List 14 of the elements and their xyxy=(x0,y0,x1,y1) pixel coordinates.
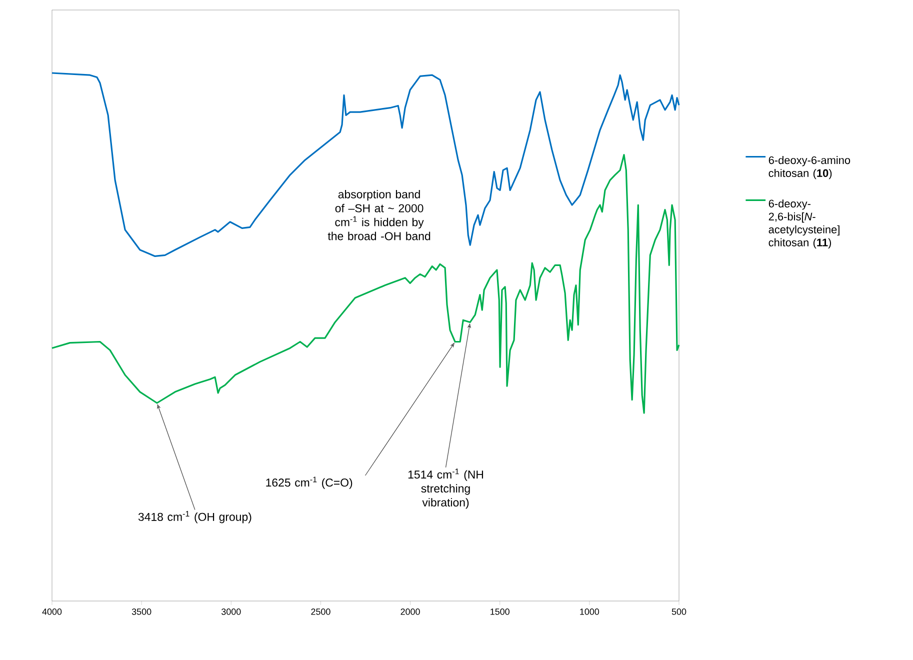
annotation: 3418 cm$^{-1}$ (OH group) xyxy=(138,510,252,524)
x-tick-label: 1500 xyxy=(490,608,510,615)
x-tick-label: 2000 xyxy=(400,608,420,615)
x-tick-label: 500 xyxy=(672,608,686,615)
x-tick-label: 3000 xyxy=(222,608,241,615)
x-tick-label: 2500 xyxy=(311,608,330,615)
x-tick-label: 4000 xyxy=(42,608,62,615)
annotation: 1625 cm$^{-1}$ (C=O) xyxy=(266,476,352,489)
annotation: absorption band of –SH at ~ 2000 cm$^{-1}$ is hidden by the broad -OH band xyxy=(328,190,430,240)
annotation: 1514 cm$^{-1}$ (NH stretching vibration) xyxy=(408,468,484,509)
x-tick-label: 3500 xyxy=(132,608,152,615)
legend-label: 6-deoxy-6-amino chitosan (10) xyxy=(768,156,850,180)
legend-label: 6-deoxy-2,6-bis[N-acetylcysteine] chitosan (11) xyxy=(768,199,840,249)
x-tick-label: 1000 xyxy=(580,608,600,615)
